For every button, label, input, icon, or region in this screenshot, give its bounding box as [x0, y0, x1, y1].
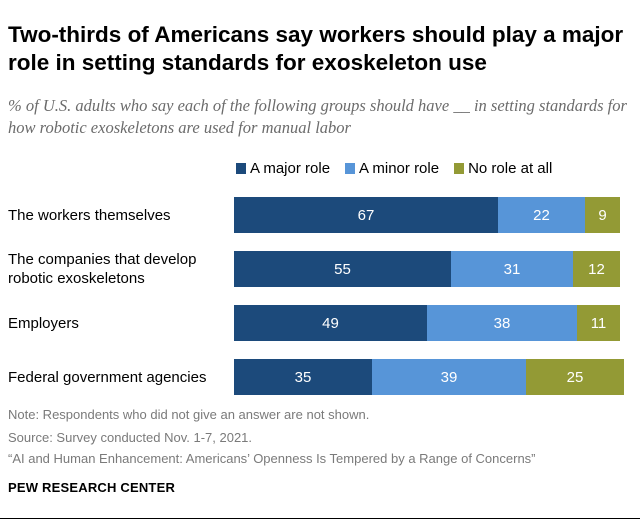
- bar-a-minor-role-the-companies-that-develop-robotic-exoskeletons: 31: [451, 251, 573, 287]
- legend-label: A major role: [250, 159, 331, 177]
- bar-a-major-role-the-workers-themselves: 67: [234, 197, 498, 233]
- bar-a-major-role-the-companies-that-develop-robotic-exoskeletons: 55: [234, 251, 451, 287]
- category-label-the-workers-themselves: The workers themselves: [8, 206, 171, 224]
- bar-no-role-at-all-federal-government-agencies: 25: [526, 359, 624, 395]
- chart-subtitle: % of U.S. adults who say each of the fol…: [8, 96, 627, 137]
- note-text: Note: Respondents who did not give an an…: [8, 407, 370, 422]
- brand-label: PEW RESEARCH CENTER: [8, 480, 176, 495]
- category-label-federal-government-agencies: Federal government agencies: [8, 368, 207, 386]
- legend-label: A minor role: [359, 159, 440, 177]
- data-label: 39: [440, 368, 458, 386]
- data-label: 31: [503, 260, 521, 278]
- bar-a-minor-role-federal-government-agencies: 39: [372, 359, 526, 395]
- legend-item-a-major-role: A major role: [236, 160, 330, 177]
- bar-no-role-at-all-the-workers-themselves: 9: [585, 197, 620, 233]
- report-title: “AI and Human Enhancement: Americans’ Op…: [8, 451, 536, 466]
- data-label: 35: [294, 368, 312, 386]
- data-label: 38: [493, 314, 511, 332]
- bar-a-minor-role-the-workers-themselves: 22: [498, 197, 585, 233]
- data-label: 11: [590, 314, 607, 332]
- bar-a-minor-role-employers: 38: [427, 305, 577, 341]
- category-label-employers: Employers: [8, 314, 79, 332]
- data-label: 49: [322, 314, 339, 332]
- legend-label: No role at all: [468, 159, 553, 177]
- legend: A major role A minor role No role at all: [236, 158, 552, 178]
- data-label: 22: [533, 206, 550, 224]
- source-text: Source: Survey conducted Nov. 1-7, 2021.: [8, 430, 253, 445]
- data-label: 9: [598, 206, 607, 224]
- data-label: 25: [566, 368, 584, 386]
- legend-swatch: [236, 162, 246, 174]
- data-label: 55: [334, 260, 351, 278]
- legend-swatch: [345, 162, 356, 174]
- bottom-rule: [0, 518, 640, 519]
- bar-a-major-role-employers: 49: [234, 305, 427, 341]
- legend-item-a-minor-role: A minor role: [345, 160, 439, 177]
- data-label: 67: [357, 206, 375, 224]
- chart-title: Two-thirds of Americans say workers shou…: [8, 22, 624, 75]
- bar-no-role-at-all-employers: 11: [577, 305, 620, 341]
- legend-swatch: [454, 162, 465, 174]
- bar-a-major-role-federal-government-agencies: 35: [234, 359, 372, 395]
- data-label: 12: [588, 260, 605, 278]
- bar-no-role-at-all-the-companies-that-develop-robotic-exoskeletons: 12: [573, 251, 620, 287]
- category-label-the-companies-that-develop-robotic-exoskeletons: The companies that develop robotic exosk…: [8, 251, 197, 287]
- legend-item-no-role-at-all: No role at all: [454, 160, 552, 177]
